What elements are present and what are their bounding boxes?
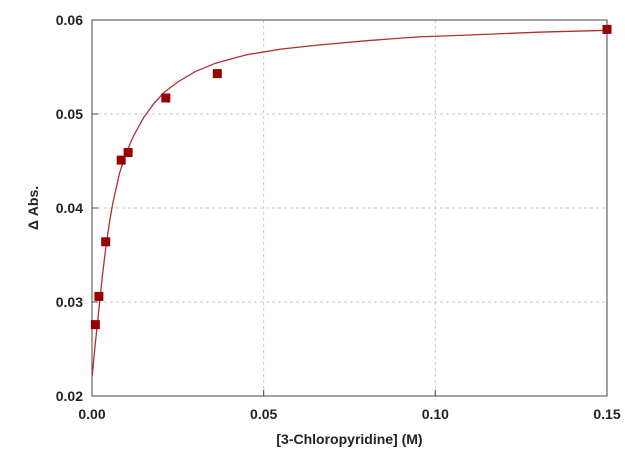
data-point xyxy=(94,291,104,301)
fit-curve xyxy=(91,29,608,376)
x-axis-label: [3-Chloropyridine] (M) xyxy=(276,431,422,447)
y-tick-label: 0.06 xyxy=(56,12,83,28)
data-point xyxy=(161,93,171,103)
y-tick-label: 0.05 xyxy=(56,106,83,122)
y-axis-ticks: 0.02 0.03 0.04 0.05 0.06 xyxy=(56,12,98,404)
x-tick-label: 0.10 xyxy=(422,406,449,422)
data-point xyxy=(90,320,100,330)
data-point xyxy=(212,69,222,79)
data-point xyxy=(116,155,126,165)
y-tick-label: 0.03 xyxy=(56,294,83,310)
data-point xyxy=(101,237,111,247)
y-tick-label: 0.04 xyxy=(56,200,83,216)
gridlines xyxy=(92,20,607,396)
data-point xyxy=(602,24,612,34)
x-tick-label: 0.00 xyxy=(78,406,105,422)
y-tick-label: 0.02 xyxy=(56,388,83,404)
x-axis-ticks: 0.00 0.05 0.10 0.15 xyxy=(78,390,621,422)
y-axis-label: Δ Abs. xyxy=(25,186,41,230)
data-point xyxy=(123,148,133,157)
x-tick-label: 0.05 xyxy=(250,406,277,422)
data-points xyxy=(90,24,612,330)
x-tick-label: 0.15 xyxy=(593,406,620,422)
